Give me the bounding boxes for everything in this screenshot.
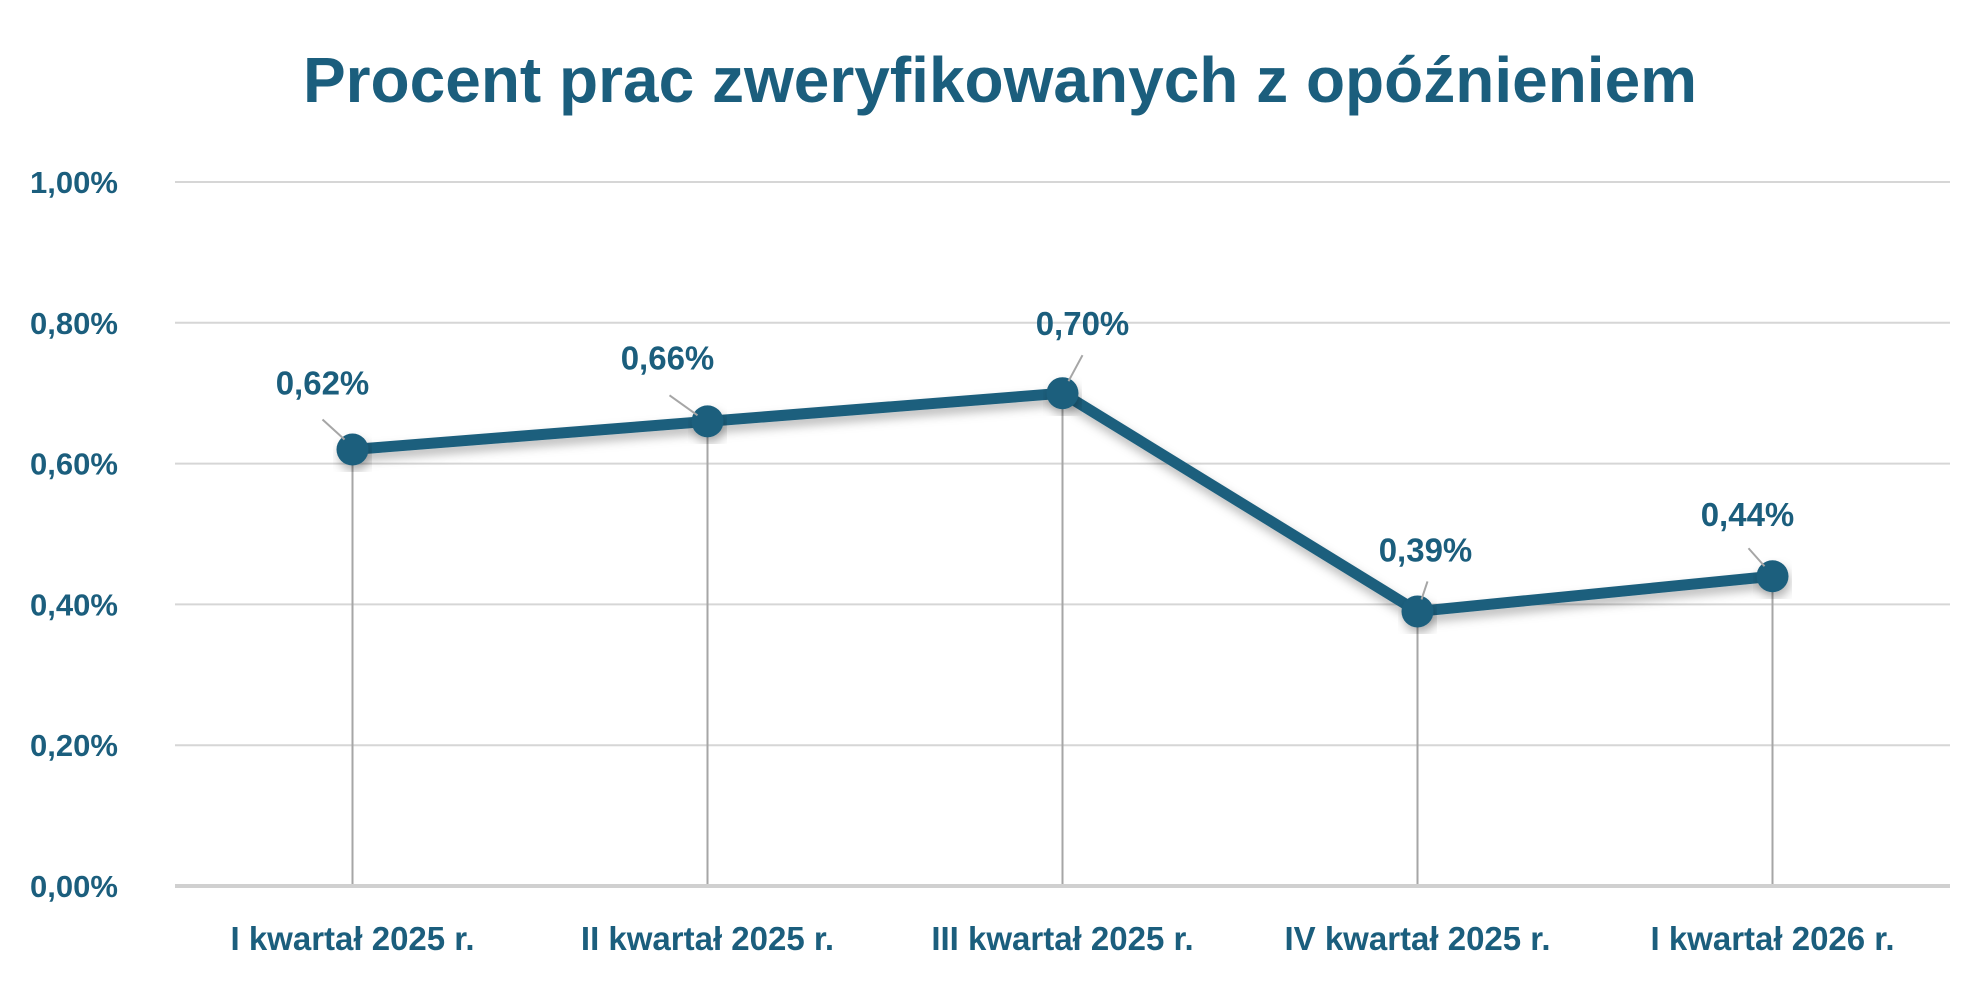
data-label-leader (1747, 547, 1766, 567)
data-label: 0,62% (276, 365, 370, 402)
data-label-leader (1067, 354, 1084, 382)
y-axis-tick-labels: 0,00% 0,20% 0,40% 0,60% 0,80% 1,00% (30, 165, 118, 904)
data-label: 0,70% (1036, 305, 1130, 342)
data-point[interactable] (691, 405, 724, 438)
data-label: 0,44% (1701, 496, 1795, 533)
x-tick-label: II kwartał 2025 r. (581, 920, 834, 957)
x-tick-label: III kwartał 2025 r. (931, 920, 1193, 957)
data-point[interactable] (1756, 560, 1789, 593)
y-tick-label: 0,20% (30, 728, 118, 763)
data-label-leader (321, 418, 346, 441)
data-point[interactable] (1401, 595, 1434, 628)
data-label-leader (1420, 581, 1429, 600)
x-tick-label: I kwartał 2025 r. (230, 920, 474, 957)
y-tick-label: 1,00% (30, 165, 118, 200)
data-point[interactable] (1046, 377, 1079, 410)
x-tick-label: I kwartał 2026 r. (1650, 920, 1894, 957)
data-labels: 0,62% 0,66% 0,70% 0,39% 0,44% (276, 305, 1795, 568)
data-label: 0,39% (1379, 531, 1473, 568)
data-label-leaders (321, 354, 1766, 600)
data-point[interactable] (336, 433, 369, 466)
data-label: 0,66% (621, 339, 715, 376)
drop-lines (351, 393, 1774, 886)
data-label-leader (668, 394, 699, 417)
y-tick-label: 0,40% (30, 587, 118, 622)
x-axis-tick-labels: I kwartał 2025 r. II kwartał 2025 r. III k… (230, 920, 1894, 957)
y-tick-label: 0,80% (30, 306, 118, 341)
y-tick-label: 0,00% (30, 869, 118, 904)
y-tick-label: 0,60% (30, 447, 118, 482)
data-points (336, 377, 1789, 628)
x-tick-label: IV kwartał 2025 r. (1284, 920, 1550, 957)
chart-title: Procent prac zweryfikowanych z opóźnieni… (303, 44, 1697, 116)
